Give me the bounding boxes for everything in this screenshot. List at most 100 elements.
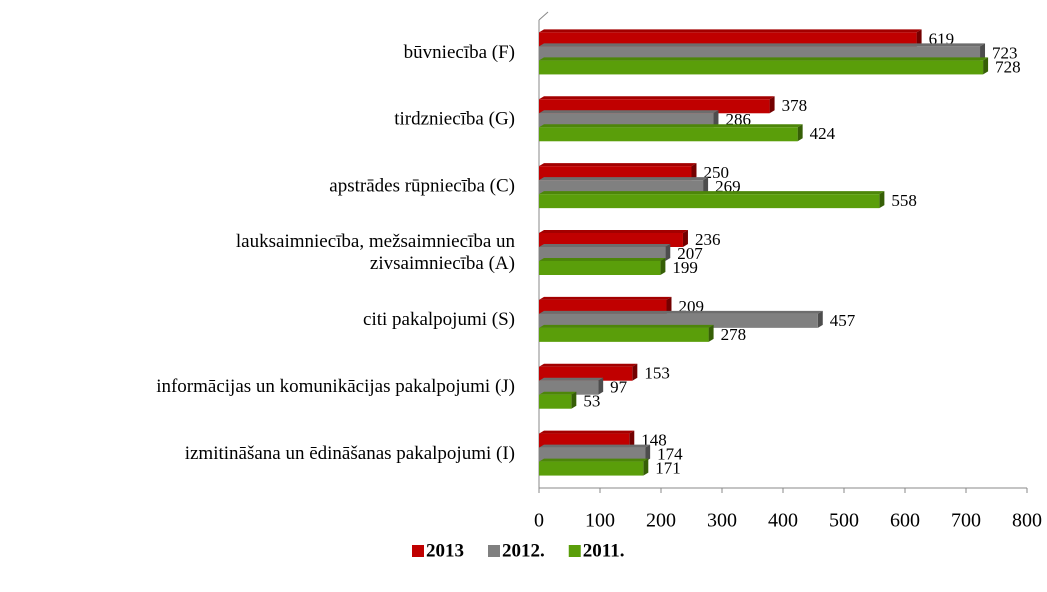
legend-label: 2012. xyxy=(502,540,545,561)
bar-top xyxy=(539,310,823,314)
bar-top xyxy=(539,163,697,167)
category-label: apstrādes rūpniecība (C) xyxy=(329,176,515,197)
value-label: 558 xyxy=(891,191,917,210)
bar-top xyxy=(539,110,719,114)
bar xyxy=(539,433,630,448)
x-tick-label: 0 xyxy=(534,510,544,532)
legend-swatch xyxy=(568,545,581,557)
bar-top xyxy=(539,43,986,47)
bar xyxy=(539,233,683,247)
bar xyxy=(539,447,646,462)
bar-end xyxy=(666,296,672,314)
value-label: 97 xyxy=(610,378,628,397)
category-label: citi pakalpojumi (S) xyxy=(363,309,515,330)
bar-top xyxy=(539,458,649,462)
bar-end xyxy=(682,230,688,247)
bar xyxy=(539,461,644,476)
bar-top xyxy=(539,377,604,381)
bar xyxy=(539,32,917,47)
category-label: tirdzniecība (G) xyxy=(394,109,515,130)
bar-top xyxy=(539,244,671,247)
x-tick-label: 100 xyxy=(585,510,615,532)
bar-top xyxy=(539,444,651,448)
value-label: 457 xyxy=(830,311,856,330)
bar xyxy=(539,394,572,409)
legend-swatch xyxy=(412,545,424,557)
bar-end xyxy=(713,110,719,128)
bar xyxy=(539,261,661,275)
x-tick-label: 200 xyxy=(646,510,676,532)
bar xyxy=(539,99,770,114)
bar-end xyxy=(643,458,649,476)
bar xyxy=(539,194,880,209)
bar-end xyxy=(879,191,885,209)
value-label: 723 xyxy=(992,43,1018,62)
bar-end xyxy=(708,324,714,342)
bar xyxy=(539,180,704,195)
bar-top xyxy=(539,124,803,128)
category-label: būvniecība (F) xyxy=(404,42,515,63)
value-label: 53 xyxy=(583,392,600,411)
value-label: 199 xyxy=(672,258,698,277)
bar xyxy=(539,327,709,342)
bar-end xyxy=(571,391,577,409)
bar-top xyxy=(539,57,989,61)
legend-swatch xyxy=(488,545,500,557)
bar-end xyxy=(983,57,989,75)
legend-label: 2011. xyxy=(583,540,625,561)
bar-top xyxy=(539,296,672,300)
bar xyxy=(539,60,984,75)
bar xyxy=(539,299,667,314)
bar-top xyxy=(539,230,688,233)
bar-end xyxy=(598,377,604,395)
x-tick-label: 700 xyxy=(951,510,981,532)
x-tick-label: 300 xyxy=(707,510,737,532)
bar-end xyxy=(980,43,986,61)
bar-end xyxy=(797,124,803,142)
x-tick-label: 400 xyxy=(768,510,798,532)
bar-top xyxy=(539,258,666,261)
axis-wall xyxy=(538,11,549,21)
x-tick-label: 500 xyxy=(829,510,859,532)
bar-end xyxy=(916,29,922,47)
bar-top xyxy=(539,96,775,100)
legend-label: 2013 xyxy=(426,540,464,561)
value-label: 250 xyxy=(704,163,730,182)
bar-end xyxy=(645,444,651,462)
bar-end xyxy=(769,96,775,114)
bar-end xyxy=(691,163,697,181)
bar-top xyxy=(539,191,885,195)
bar xyxy=(539,247,666,261)
bar-top xyxy=(539,29,922,33)
bar xyxy=(539,127,798,142)
category-label: lauksaimniecība, mežsaimniecība un zivsai… xyxy=(236,231,516,274)
bar xyxy=(539,166,692,181)
bar xyxy=(539,113,714,128)
value-label: 236 xyxy=(695,230,721,249)
bar xyxy=(539,366,633,381)
value-label: 728 xyxy=(995,57,1021,76)
value-label: 424 xyxy=(810,124,836,143)
bar-top xyxy=(539,363,638,367)
bar-top xyxy=(539,430,635,434)
bar-end xyxy=(629,430,635,448)
x-tick-label: 800 xyxy=(1012,510,1042,532)
bar-end xyxy=(632,363,638,381)
value-label: 278 xyxy=(721,325,747,344)
bar xyxy=(539,380,599,395)
bar-top xyxy=(539,391,577,395)
bar-end xyxy=(665,244,671,261)
bar xyxy=(539,46,981,61)
bar-end xyxy=(703,177,709,195)
category-label: informācijas un komunikācijas pakalpojum… xyxy=(156,376,515,397)
bar-top xyxy=(539,324,714,328)
bar xyxy=(539,313,818,328)
bar-end xyxy=(817,310,823,328)
bar-top xyxy=(539,177,709,181)
x-tick-label: 600 xyxy=(890,510,920,532)
value-label: 153 xyxy=(644,364,670,383)
value-label: 171 xyxy=(655,458,681,477)
bar-end xyxy=(660,258,666,275)
value-label: 378 xyxy=(782,96,808,115)
